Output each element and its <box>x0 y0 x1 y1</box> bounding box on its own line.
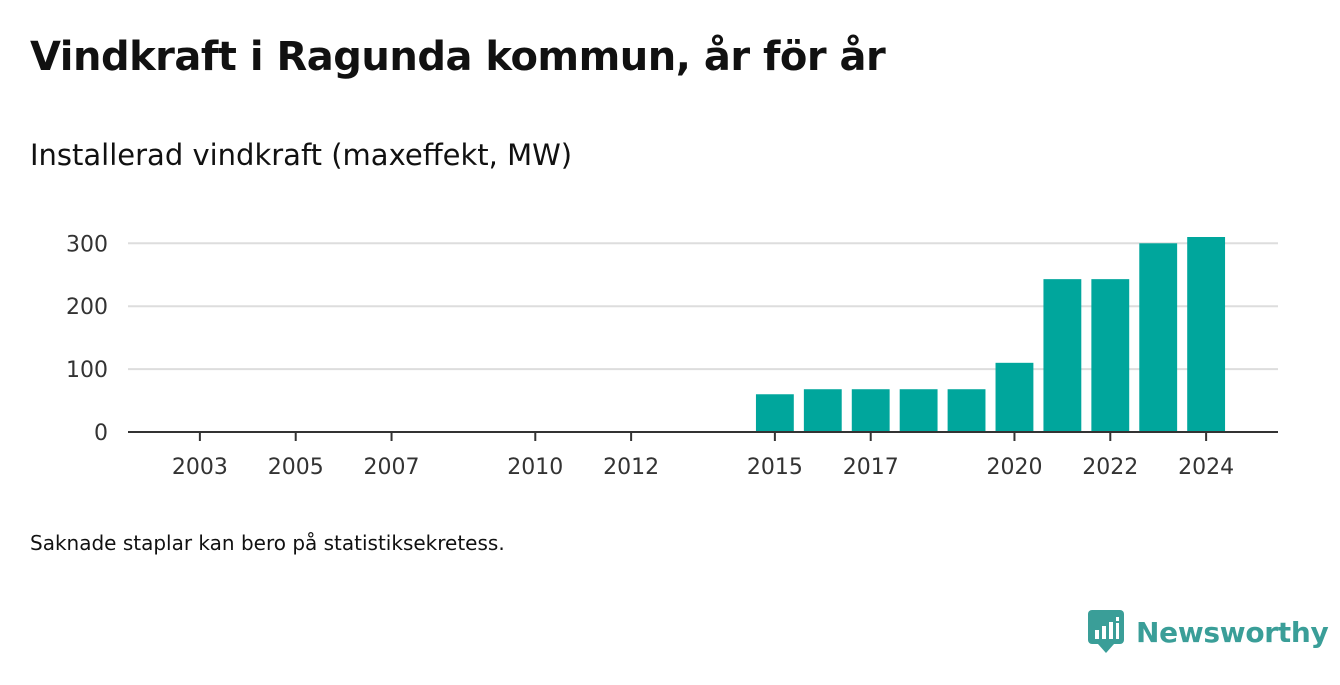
chart-title: Vindkraft i Ragunda kommun, år för år <box>30 34 886 80</box>
chart-subtitle: Installerad vindkraft (maxeffekt, MW) <box>30 138 573 172</box>
x-tick-label: 2003 <box>172 455 228 480</box>
bar <box>899 389 938 432</box>
x-tick-label: 2007 <box>364 455 420 480</box>
brand-name: Newsworthy <box>1136 615 1329 649</box>
x-tick-label: 2020 <box>986 455 1042 480</box>
y-tick-label: 300 <box>66 232 108 257</box>
bar <box>995 362 1034 432</box>
bar <box>1139 243 1178 432</box>
bar <box>803 389 842 432</box>
bar <box>1043 279 1082 432</box>
y-tick-label: 100 <box>66 358 108 383</box>
bar <box>1091 279 1130 432</box>
x-tick-label: 2022 <box>1082 455 1138 480</box>
x-tick-label: 2024 <box>1178 455 1234 480</box>
x-tick-label: 2012 <box>603 455 659 480</box>
x-tick-label: 2015 <box>747 455 803 480</box>
bar <box>1187 237 1226 432</box>
brand: Newsworthy <box>1088 610 1329 654</box>
bar-chart: 0 100 200 300 2003 2005 2007 2010 2012 2015 2017 20… <box>66 232 1278 480</box>
footnote: Saknade staplar kan bero på statistiksek… <box>30 531 505 555</box>
y-tick-label: 0 <box>94 421 108 446</box>
x-tick-label: 2017 <box>843 455 899 480</box>
newsworthy-logo-icon <box>1088 610 1124 653</box>
y-tick-label: 200 <box>66 295 108 320</box>
x-tick-label: 2005 <box>268 455 324 480</box>
bar <box>755 394 794 432</box>
x-tick-label: 2010 <box>507 455 563 480</box>
bar <box>947 389 986 432</box>
bar <box>851 389 890 432</box>
